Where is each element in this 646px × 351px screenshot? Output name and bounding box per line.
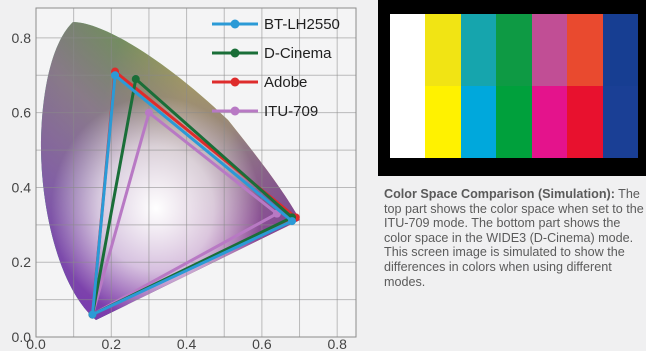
color-bar-panel	[378, 0, 646, 176]
color-bar	[460, 14, 497, 158]
legend-label: ITU-709	[264, 103, 318, 120]
color-bar	[390, 14, 426, 158]
gamut-vertex	[144, 108, 153, 117]
color-bar-bottom	[567, 86, 603, 158]
gamut-triangle-d-cinema	[90, 77, 294, 317]
color-bar-bottom	[460, 86, 497, 158]
x-tick-label: 0.8	[327, 336, 347, 351]
color-bar-top	[531, 14, 568, 86]
color-bars	[390, 14, 638, 158]
caption-body: The top part shows the color space when …	[384, 187, 644, 289]
color-bar-top	[567, 14, 603, 86]
color-bar-bottom	[425, 86, 461, 158]
y-origin-label: 0.0	[12, 329, 32, 345]
color-bar	[425, 14, 461, 158]
color-bar-top	[390, 14, 426, 86]
legend-label: BT-LH2550	[264, 16, 340, 33]
caption: Color Space Comparison (Simulation): The…	[384, 187, 644, 289]
color-bar-top	[425, 14, 461, 86]
y-tick-label: 0.4	[12, 179, 32, 195]
x-tick-label: 0.4	[177, 336, 197, 351]
legend-label: D-Cinema	[264, 45, 332, 62]
gamut-vertex	[288, 217, 296, 226]
color-bar-top	[460, 14, 497, 86]
caption-heading: Color Space Comparison (Simulation):	[384, 187, 615, 201]
color-bar-bottom	[390, 86, 426, 158]
color-bar	[602, 14, 638, 158]
color-bar-bottom	[602, 86, 638, 158]
y-tick-label: 0.2	[12, 254, 32, 270]
gamut-triangle-bt-lh2550	[90, 73, 294, 317]
color-bar	[567, 14, 603, 158]
color-bar-bottom	[531, 86, 568, 158]
gamut-vertex	[131, 75, 140, 84]
chromaticity-chart: 0.0 0.2 0.4 0.6 0.8 0.2 0.4 0.6 0.8 0.0 BT-LH2550…	[12, 7, 357, 351]
gamut-vertex	[111, 71, 120, 80]
legend-marker	[230, 77, 240, 87]
legend-marker	[230, 19, 240, 29]
y-tick-label: 0.8	[12, 30, 32, 46]
x-tick-label: 0.6	[252, 336, 272, 351]
x-tick-label: 0.0	[26, 336, 46, 351]
legend-marker	[230, 48, 240, 58]
gamut-triangle-itu-709	[90, 111, 279, 317]
gamut-vertex	[88, 310, 97, 319]
legend-marker	[230, 106, 240, 116]
x-tick-label: 0.2	[102, 336, 122, 351]
color-bar-bottom	[496, 86, 532, 158]
color-bar-top	[496, 14, 532, 86]
color-bar	[531, 14, 568, 158]
legend-label: Adobe	[264, 74, 307, 91]
y-tick-label: 0.6	[12, 105, 32, 121]
color-bar-top	[602, 14, 638, 86]
color-bar	[496, 14, 532, 158]
